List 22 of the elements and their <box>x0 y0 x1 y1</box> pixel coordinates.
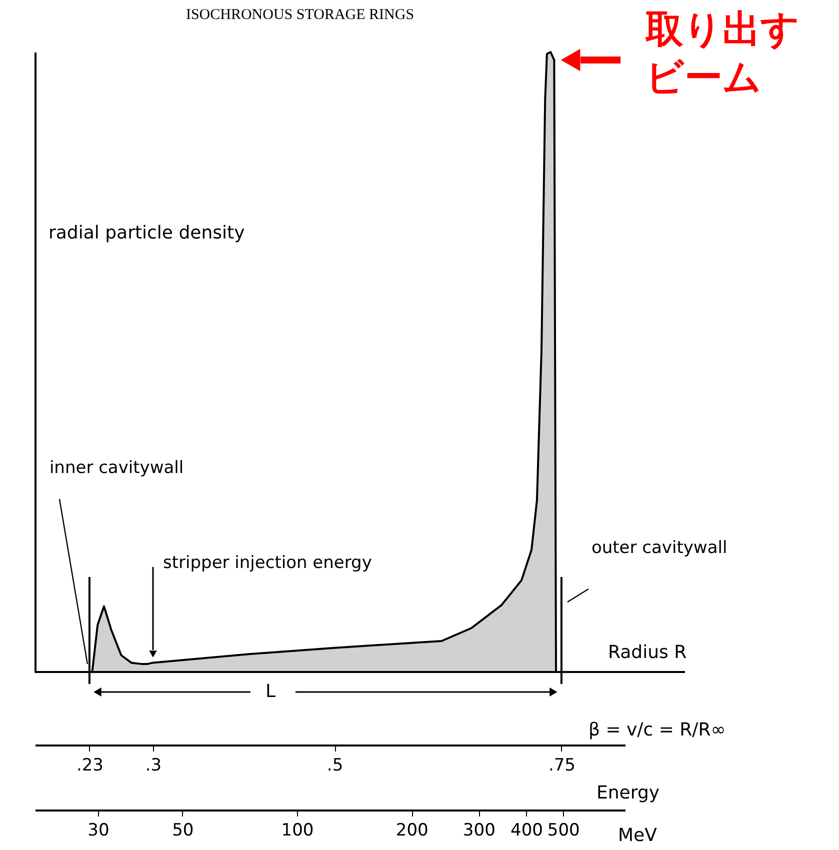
annotation: Radius R <box>608 642 687 663</box>
x2-tick-label: 300 <box>462 820 496 840</box>
x-tick-label: .3 <box>145 756 162 776</box>
x2-axis-title: Energy <box>596 782 660 804</box>
x2-tick-label: 30 <box>88 820 110 840</box>
x-tick-label: .75 <box>548 756 576 776</box>
ref-line-label: outer cavitywall <box>591 538 728 558</box>
x-tick-label: .23 <box>76 756 104 776</box>
x2-tick-label: 500 <box>547 820 580 840</box>
x2-tick-label: 50 <box>172 820 194 840</box>
x2-tick-label: 400 <box>510 820 543 840</box>
chart-title: ISOCHRONOUS STORAGE RINGS <box>186 7 414 23</box>
text: MeV <box>618 825 658 846</box>
text: L <box>265 681 276 702</box>
x2-tick-label: 200 <box>396 820 428 840</box>
x-tick-label: .5 <box>326 756 344 776</box>
annotation: 取り出すビーム <box>644 7 800 99</box>
y-axis-title: radial particle density <box>48 222 246 244</box>
annotation: stripper injection energy <box>163 553 372 573</box>
x2-tick-label: 100 <box>281 820 314 840</box>
ref-line-label: inner cavitywall <box>49 458 184 478</box>
x-axis-title: β = v/c = R/R∞ <box>588 720 726 740</box>
